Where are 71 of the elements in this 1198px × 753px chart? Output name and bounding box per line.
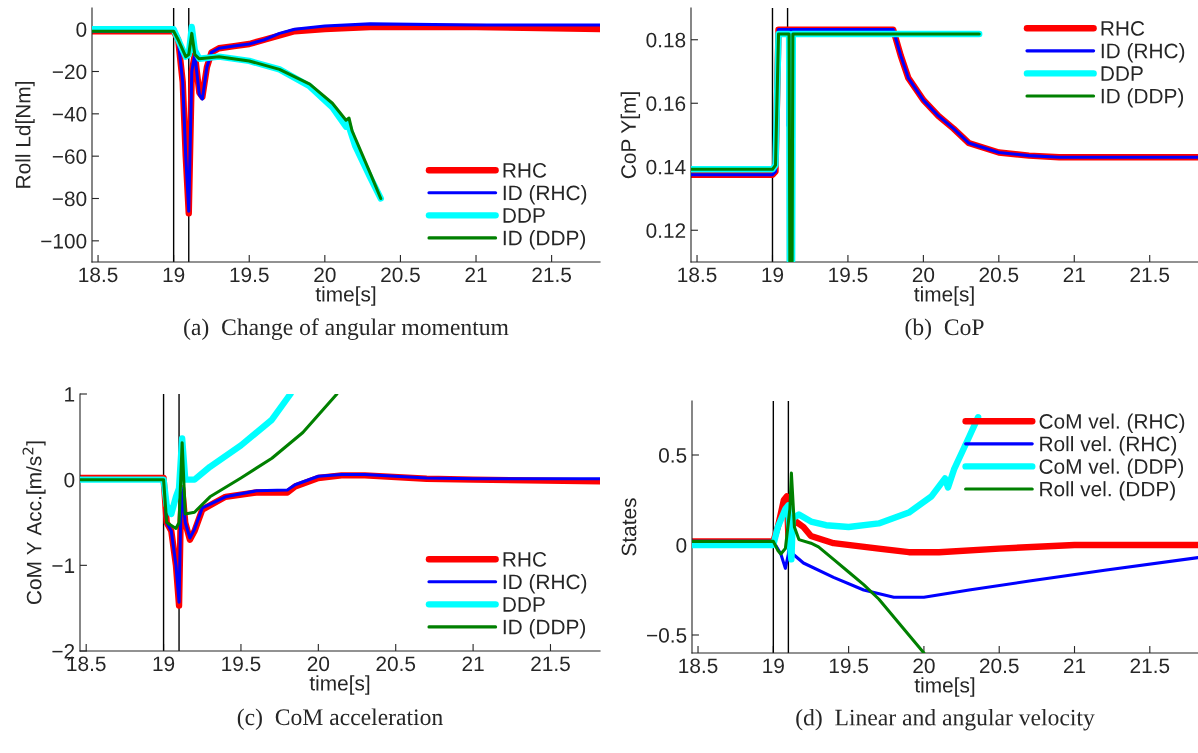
- x-tick-label: 18.5: [678, 267, 717, 283]
- y-tick-label: 0.16: [646, 96, 686, 111]
- y-tick-label: 0.12: [646, 223, 686, 238]
- legend-label: ID (DDP): [503, 619, 586, 639]
- x-tick-label: 19.5: [230, 267, 269, 283]
- legend-label: Roll vel. (RHC): [1040, 436, 1177, 456]
- x-tick-label: 21.5: [1130, 658, 1170, 674]
- x-tick-label: 20.5: [376, 656, 416, 672]
- x-axis-title: time[s]: [914, 677, 975, 697]
- legend-label: ID (RHC): [503, 573, 587, 594]
- x-tick-label: 20: [314, 267, 336, 283]
- x-tick-label: 21: [1063, 658, 1086, 673]
- x-axis-title: time[s]: [315, 286, 376, 306]
- y-tick-label: −0.5: [647, 628, 687, 643]
- y-tick-label: −1: [52, 558, 75, 573]
- x-tick-label: 19: [762, 267, 784, 283]
- y-tick-label: 0: [676, 538, 687, 553]
- y-tick-label: −60: [52, 149, 87, 164]
- x-tick-label: 21: [462, 656, 484, 671]
- legend-label: DDP: [503, 597, 545, 612]
- x-axis-title: time[s]: [914, 286, 974, 306]
- y-tick-label: −40: [52, 106, 87, 122]
- y-tick-label: 0.5: [658, 448, 687, 463]
- y-axis-title: CoM Y Acc.[m/s$^{2}$]: [22, 441, 46, 605]
- y-tick-label: −20: [52, 64, 87, 80]
- text: (a) Change of angular momentum: [184, 318, 509, 341]
- legend-label: DDP: [1101, 66, 1143, 81]
- y-tick-label: −100: [41, 233, 87, 249]
- legend-label: RHC: [503, 162, 547, 178]
- x-tick-label: 20: [912, 267, 935, 283]
- x-tick-label: 19: [153, 656, 175, 672]
- x-tick-label: 21: [1063, 267, 1085, 282]
- x-tick-label: 18.5: [679, 658, 718, 674]
- x-tick-label: 19: [763, 658, 784, 674]
- legend-label: CoM vel. (DDP): [1039, 458, 1184, 478]
- x-tick-label: 19.5: [829, 658, 869, 674]
- legend-label: Roll vel. (DDP): [1040, 481, 1175, 501]
- x-tick-label: 19.5: [222, 656, 261, 672]
- legend-label: ID (RHC): [1101, 43, 1185, 63]
- x-tick-label: 20: [913, 658, 935, 674]
- x-tick-label: 20.5: [979, 658, 1019, 674]
- y-axis-title: CoP Y[m]: [620, 92, 641, 179]
- x-tick-label: 19: [163, 267, 185, 283]
- x-axis-title: time[s]: [309, 675, 370, 695]
- y-tick-label: −80: [52, 191, 87, 207]
- legend-label: ID (RHC): [503, 184, 587, 205]
- text: (c) CoM acceleration: [237, 708, 443, 730]
- x-tick-label: 18.5: [79, 267, 118, 283]
- y-tick-label: 0: [64, 472, 75, 488]
- x-tick-label: 21.5: [1130, 267, 1170, 283]
- y-axis-title: States: [621, 498, 637, 556]
- y-tick-label: 0.14: [646, 159, 686, 175]
- x-tick-label: 20.5: [381, 267, 420, 283]
- x-tick-label: 21.5: [531, 656, 570, 672]
- x-tick-label: 19.5: [829, 267, 868, 283]
- y-axis-title: Roll Ld[Nm]: [15, 82, 35, 188]
- x-tick-label: 21: [465, 267, 487, 282]
- x-tick-label: 20.5: [979, 267, 1019, 283]
- legend-label: CoM vel. (RHC): [1039, 413, 1185, 433]
- y-tick-label: 1: [65, 387, 75, 402]
- legend-label: RHC: [1101, 21, 1145, 36]
- text: (d) Linear and angular velocity: [796, 708, 1095, 731]
- x-tick-label: 21.5: [532, 267, 572, 283]
- y-tick-label: 0: [76, 22, 87, 37]
- legend-label: ID (DDP): [1101, 88, 1184, 108]
- legend-label: RHC: [503, 551, 547, 567]
- text: (b) CoP: [905, 318, 984, 340]
- legend-label: ID (DDP): [503, 230, 586, 250]
- legend-label: DDP: [503, 208, 545, 223]
- x-tick-label: 20: [307, 656, 330, 672]
- y-tick-label: 0.18: [646, 32, 686, 48]
